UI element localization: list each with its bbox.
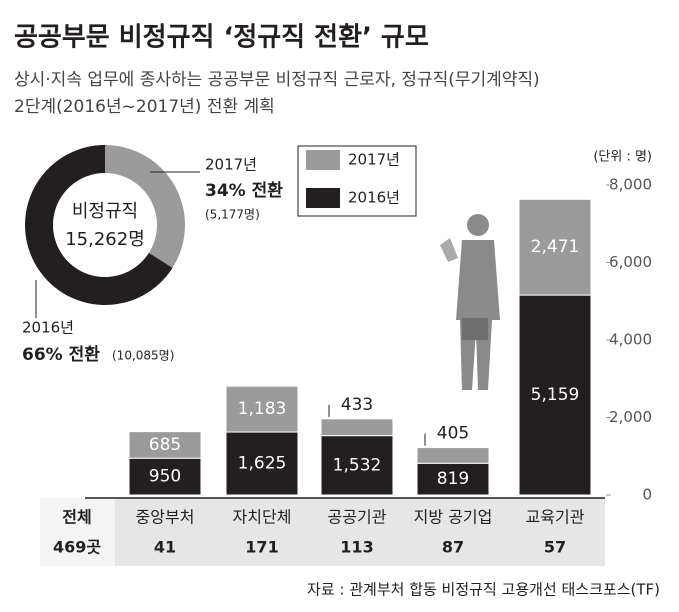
bar-segment: [320, 435, 394, 496]
subtitle: 2단계(2016년~2017년) 전환 계획: [14, 97, 275, 117]
bar-segment: [416, 462, 490, 496]
value-label: 685: [149, 435, 181, 455]
x-tick-label: 지방 공기업: [414, 508, 493, 527]
value-label: 950: [149, 467, 181, 487]
y-tick-label: 8,000: [609, 176, 652, 194]
value-label: 405: [437, 424, 469, 444]
legend-label: 2017년: [348, 151, 400, 169]
count-header-cell: [40, 498, 115, 566]
bar-segment: [128, 431, 202, 459]
bar-segment: [518, 294, 592, 496]
pie-center-label: 비정규직: [72, 201, 138, 222]
bar-segment: [128, 457, 202, 496]
x-tick-label: 공공기관: [328, 508, 387, 527]
x-tick-label: 교육기관: [526, 508, 585, 527]
y-tick-label: 2,000: [609, 408, 652, 426]
pie-count: (5,177명): [205, 208, 260, 222]
value-label: 2,471: [531, 237, 580, 257]
pie-value-label: 66% 전환: [22, 345, 100, 365]
pie-slice: [25, 145, 173, 305]
y-tick-label: 0: [642, 486, 652, 504]
unit-label: (단위 : 명): [593, 150, 652, 165]
bar-segment: [225, 431, 299, 496]
value-label: 819: [437, 469, 469, 489]
x-tick-label: 자치단체: [233, 508, 292, 527]
count-value: 41: [154, 538, 176, 557]
y-tick-label: 4,000: [609, 331, 652, 349]
y-tick-label: 6,000: [609, 253, 652, 271]
legend-label: 2016년: [348, 189, 400, 207]
person-silhouette: [440, 214, 500, 390]
pie-center-value: 15,262명: [65, 229, 145, 250]
pie-count: (10,085명): [112, 349, 174, 363]
count-total: 469곳: [53, 538, 101, 557]
count-value: 87: [442, 538, 464, 557]
pie-value-label: 34% 전환: [205, 181, 283, 201]
count-value: 171: [245, 538, 278, 557]
bar-segment: [225, 385, 299, 433]
subtitle: 상시·지속 업무에 종사하는 공공부문 비정규직 근로자, 정규직(무기계약직): [14, 70, 540, 90]
count-value: 113: [340, 538, 373, 557]
count-value: 57: [544, 538, 566, 557]
pie-category: 2016년: [22, 319, 74, 337]
value-label: 1,183: [238, 399, 287, 419]
value-label: 1,532: [333, 455, 382, 475]
source: 자료 : 관계부처 합동 비정규직 고용개선 태스크포스(TF): [307, 581, 660, 599]
value-label: 5,159: [531, 385, 580, 405]
bar-segment: [416, 447, 490, 464]
legend-swatch: [306, 188, 340, 208]
bar-segment: [320, 418, 394, 437]
x-tick-label: 중앙부처: [136, 508, 195, 527]
bar-segment: [518, 198, 592, 296]
pie-slice: [105, 145, 185, 268]
value-label: 433: [341, 395, 373, 415]
count-row: [40, 498, 605, 566]
pie-category: 2017년: [205, 156, 257, 174]
value-label: 1,625: [238, 454, 287, 474]
count-header: 전체: [62, 508, 91, 527]
title: 공공부문 비정규직 ‘정규직 전환’ 규모: [14, 23, 429, 53]
legend-swatch: [306, 150, 340, 170]
